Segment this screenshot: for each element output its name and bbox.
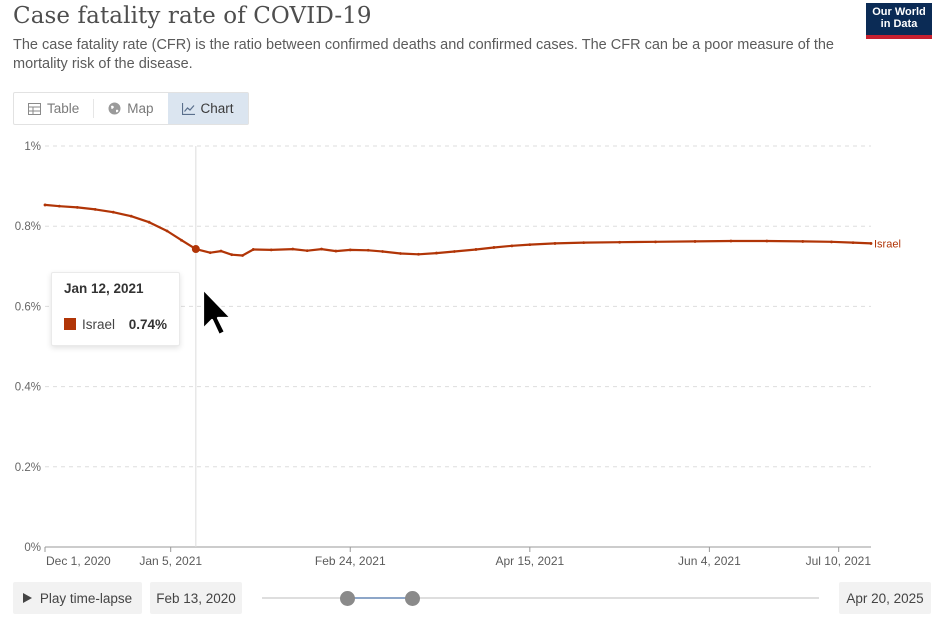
timeline-selected-range[interactable] <box>348 597 412 599</box>
data-point <box>492 246 496 249</box>
x-tick-label: Apr 15, 2021 <box>495 554 564 568</box>
y-tick-label: 0.6% <box>15 301 41 313</box>
view-tabs: Table Map Chart <box>13 92 249 125</box>
hover-point-marker <box>191 245 200 254</box>
data-point <box>75 205 79 209</box>
data-point <box>553 242 557 245</box>
data-point <box>366 248 370 252</box>
y-tick-label: 0.8% <box>15 221 41 233</box>
y-tick-label: 0% <box>24 542 41 554</box>
data-point <box>851 241 855 245</box>
data-point <box>381 250 384 253</box>
data-point <box>320 247 323 251</box>
y-tick-label: 0.4% <box>15 382 41 394</box>
owid-logo[interactable]: Our World in Data <box>866 3 932 39</box>
tab-table-label: Table <box>47 101 80 116</box>
data-point <box>291 247 295 251</box>
tab-divider <box>93 99 95 118</box>
data-point <box>147 220 151 224</box>
x-tick-label: Jun 4, 2021 <box>678 554 741 568</box>
tooltip-swatch <box>64 318 76 330</box>
data-point <box>765 239 769 243</box>
tab-table[interactable]: Table <box>14 93 93 124</box>
x-tick-label: Jan 5, 2021 <box>139 554 202 568</box>
data-point <box>305 249 309 253</box>
data-point <box>219 249 223 253</box>
data-point <box>111 210 115 214</box>
data-point <box>510 244 514 248</box>
data-point <box>269 248 273 252</box>
mouse-cursor-icon <box>201 287 233 337</box>
series-line-israel <box>44 203 872 257</box>
tab-map[interactable]: Map <box>94 93 167 124</box>
data-point <box>435 251 438 255</box>
start-date-button[interactable]: Feb 13, 2020 <box>150 582 242 614</box>
globe-icon <box>108 102 121 115</box>
logo-line-1: Our World <box>872 6 926 18</box>
tooltip-entity: Israel <box>82 317 116 332</box>
line-chart-icon <box>181 102 195 115</box>
play-icon <box>22 593 32 603</box>
data-point <box>43 203 47 207</box>
data-point <box>399 252 402 255</box>
data-point <box>417 252 420 256</box>
data-point <box>801 240 805 243</box>
data-point <box>129 214 133 218</box>
timeline-end-handle[interactable] <box>405 591 420 606</box>
end-date-button[interactable]: Apr 20, 2025 <box>839 582 931 614</box>
data-point <box>180 238 183 242</box>
play-timelapse-label: Play time-lapse <box>39 590 133 606</box>
page-title: Case fatality rate of COVID-19 <box>13 3 372 29</box>
data-point <box>474 248 478 251</box>
y-tick-label: 1% <box>24 141 41 153</box>
play-timelapse-button[interactable]: Play time-lapse <box>13 582 142 614</box>
x-tick-label: Dec 1, 2020 <box>46 554 111 568</box>
data-point <box>241 254 244 257</box>
logo-accent-bar <box>866 35 932 39</box>
tab-chart-label: Chart <box>200 101 234 116</box>
timeline-start-handle[interactable] <box>340 591 355 606</box>
data-point <box>251 248 255 251</box>
data-point <box>57 204 61 208</box>
data-point <box>348 248 352 252</box>
data-point <box>869 242 873 245</box>
tooltip-value: 0.74% <box>128 317 167 332</box>
data-point <box>93 207 97 211</box>
data-point <box>334 249 338 253</box>
data-point <box>453 250 456 253</box>
data-point <box>528 243 532 247</box>
data-point <box>618 240 622 244</box>
x-tick-label: Jul 10, 2021 <box>806 554 872 568</box>
page-subtitle: The case fatality rate (CFR) is the rati… <box>13 37 834 72</box>
data-point <box>582 241 586 245</box>
x-tick-label: Feb 24, 2021 <box>315 554 386 568</box>
line-chart[interactable]: 0% 0.2% 0.4% 0.6% 0.8% 1% Dec 1, 2020 Jan 5, 20… <box>0 130 952 575</box>
hover-tooltip: Jan 12, 2021 Israel 0.74% <box>51 272 180 346</box>
data-point <box>208 251 212 255</box>
data-point <box>165 229 169 233</box>
tab-map-label: Map <box>127 101 154 116</box>
data-point <box>654 240 657 244</box>
series-end-label: Israel <box>874 238 901 250</box>
data-point <box>230 253 234 257</box>
tab-chart[interactable]: Chart <box>167 93 248 124</box>
logo-line-2: in Data <box>880 17 918 30</box>
data-point <box>693 240 697 243</box>
y-tick-label: 0.2% <box>15 462 41 474</box>
timeline-track[interactable] <box>262 597 819 599</box>
tooltip-date: Jan 12, 2021 <box>64 281 144 296</box>
table-icon <box>28 102 41 115</box>
data-point <box>729 239 733 243</box>
data-point <box>830 240 833 244</box>
